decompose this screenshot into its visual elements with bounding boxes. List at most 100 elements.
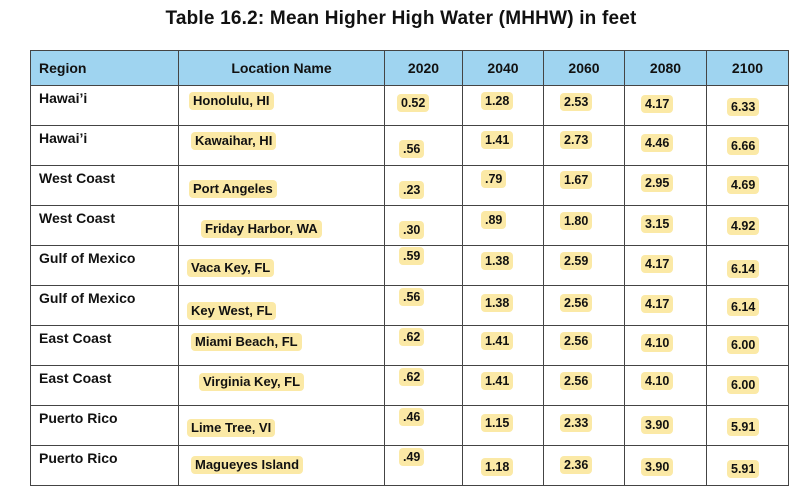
- value-2080-cell: 4.17: [624, 245, 707, 286]
- location-cell: Port Angeles: [178, 165, 385, 206]
- value-2040: 1.28: [481, 92, 514, 110]
- mhhw-table: Region Location Name 2020 2040 2060 2080…: [30, 50, 789, 486]
- value-2020-cell: .30: [384, 205, 463, 246]
- value-2100: 4.92: [727, 217, 760, 235]
- value-2060-cell: 2.36: [543, 445, 625, 486]
- value-2080-cell: 4.10: [624, 365, 707, 406]
- value-2040: .79: [481, 170, 507, 188]
- value-2040-cell: 1.41: [462, 365, 544, 406]
- table-row: Puerto Rico Magueyes Island .49 1.18 2.3…: [30, 445, 789, 486]
- header-2060: 2060: [543, 50, 625, 86]
- region-cell: Hawai’i: [30, 85, 179, 126]
- value-2020-cell: .56: [384, 125, 463, 166]
- table-title: Table 16.2: Mean Higher High Water (MHHW…: [165, 8, 637, 29]
- value-2100-cell: 5.91: [706, 405, 789, 446]
- location-name: Virginia Key, FL: [199, 373, 305, 391]
- table-row: Hawai’i Kawaihar, HI .56 1.41 2.73 4.46 …: [30, 125, 789, 166]
- region-cell: Gulf of Mexico: [30, 285, 179, 326]
- header-location: Location Name: [178, 50, 385, 86]
- header-2040: 2040: [462, 50, 544, 86]
- value-2060: 2.59: [560, 252, 593, 270]
- table-row: East Coast Virginia Key, FL .62 1.41 2.5…: [30, 365, 789, 406]
- value-2040-cell: .89: [462, 205, 544, 246]
- value-2060: 2.56: [560, 332, 593, 350]
- value-2060-cell: 2.56: [543, 365, 625, 406]
- value-2040-cell: 1.38: [462, 245, 544, 286]
- region-cell: Puerto Rico: [30, 445, 179, 486]
- value-2040-cell: 1.41: [462, 325, 544, 366]
- value-2080-cell: 3.90: [624, 445, 707, 486]
- value-2080-cell: 3.90: [624, 405, 707, 446]
- value-2020: .30: [399, 221, 425, 239]
- location-cell: Lime Tree, VI: [178, 405, 385, 446]
- value-2100: 5.91: [727, 418, 760, 436]
- value-2060: 2.53: [560, 93, 593, 111]
- region-cell: East Coast: [30, 325, 179, 366]
- value-2060-cell: 2.56: [543, 325, 625, 366]
- table-row: West Coast Friday Harbor, WA .30 .89 1.8…: [30, 205, 789, 246]
- value-2020-cell: .56: [384, 285, 463, 326]
- value-2040: 1.18: [481, 458, 514, 476]
- value-2080: 4.17: [641, 255, 674, 273]
- value-2060-cell: 2.73: [543, 125, 625, 166]
- value-2080-cell: 4.17: [624, 85, 707, 126]
- value-2020-cell: .62: [384, 365, 463, 406]
- value-2040: 1.38: [481, 252, 514, 270]
- region-cell: East Coast: [30, 365, 179, 406]
- value-2100-cell: 6.66: [706, 125, 789, 166]
- value-2060: 1.67: [560, 171, 593, 189]
- value-2060: 2.73: [560, 131, 593, 149]
- header-2080: 2080: [624, 50, 707, 86]
- value-2060-cell: 1.80: [543, 205, 625, 246]
- value-2040-cell: 1.38: [462, 285, 544, 326]
- value-2100: 6.14: [727, 298, 760, 316]
- value-2020-cell: .49: [384, 445, 463, 486]
- value-2020-cell: .23: [384, 165, 463, 206]
- value-2080: 3.15: [641, 215, 674, 233]
- value-2040: .89: [481, 211, 507, 229]
- value-2060: 2.56: [560, 372, 593, 390]
- value-2100: 6.66: [727, 137, 760, 155]
- value-2020-cell: 0.52: [384, 85, 463, 126]
- value-2100: 5.91: [727, 460, 760, 478]
- value-2020: .62: [399, 368, 425, 386]
- value-2080-cell: 4.17: [624, 285, 707, 326]
- value-2040-cell: 1.15: [462, 405, 544, 446]
- location-name: Vaca Key, FL: [187, 259, 275, 277]
- value-2100-cell: 5.91: [706, 445, 789, 486]
- value-2020: .56: [399, 140, 425, 158]
- value-2080-cell: 2.95: [624, 165, 707, 206]
- value-2100-cell: 6.14: [706, 285, 789, 326]
- header-2100: 2100: [706, 50, 789, 86]
- value-2080: 4.10: [641, 334, 674, 352]
- value-2060: 1.80: [560, 212, 593, 230]
- value-2100-cell: 6.33: [706, 85, 789, 126]
- value-2100-cell: 4.92: [706, 205, 789, 246]
- location-cell: Virginia Key, FL: [178, 365, 385, 406]
- value-2100: 4.69: [727, 176, 760, 194]
- value-2040-cell: 1.18: [462, 445, 544, 486]
- value-2040: 1.41: [481, 131, 514, 149]
- location-name: Miami Beach, FL: [191, 333, 302, 351]
- value-2080-cell: 4.46: [624, 125, 707, 166]
- region-cell: Gulf of Mexico: [30, 245, 179, 286]
- value-2080: 4.17: [641, 295, 674, 313]
- table-row: West Coast Port Angeles .23 .79 1.67 2.9…: [30, 165, 789, 206]
- value-2060-cell: 2.33: [543, 405, 625, 446]
- value-2040-cell: 1.41: [462, 125, 544, 166]
- value-2080: 3.90: [641, 458, 674, 476]
- location-name: Honolulu, HI: [189, 92, 274, 110]
- region-cell: West Coast: [30, 165, 179, 206]
- value-2080: 4.10: [641, 372, 674, 390]
- value-2060: 2.56: [560, 294, 593, 312]
- table-row: East Coast Miami Beach, FL .62 1.41 2.56…: [30, 325, 789, 366]
- value-2040: 1.41: [481, 372, 514, 390]
- value-2020: .49: [399, 448, 425, 466]
- location-name: Lime Tree, VI: [187, 419, 276, 437]
- location-name: Port Angeles: [189, 180, 277, 198]
- value-2020-cell: .59: [384, 245, 463, 286]
- value-2040: 1.38: [481, 294, 514, 312]
- location-cell: Kawaihar, HI: [178, 125, 385, 166]
- header-row: Region Location Name 2020 2040 2060 2080…: [30, 50, 789, 86]
- value-2040-cell: 1.28: [462, 85, 544, 126]
